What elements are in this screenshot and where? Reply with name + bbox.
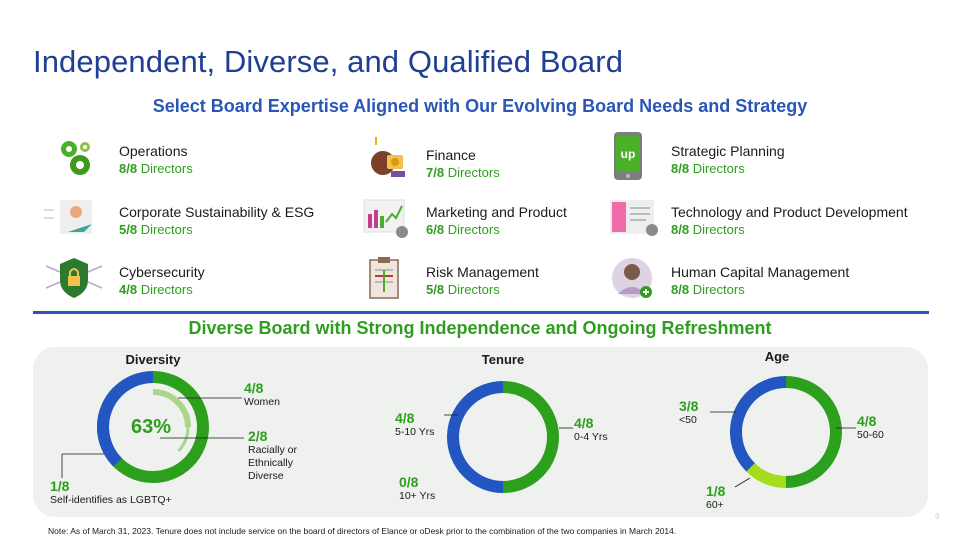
expertise-item-strategic-planning: Strategic Planning 8/8 Directors — [671, 143, 785, 176]
lgbtq-value: 1/8 — [50, 478, 70, 494]
diversity-center-label: 63% — [131, 416, 172, 438]
tenure-5-10-value: 4/8 — [395, 410, 415, 426]
expertise-unit: Directors — [447, 222, 500, 237]
age-under50-value: 3/8 — [679, 398, 699, 414]
marketing-chart-icon — [363, 199, 408, 238]
expertise-item-technology: Technology and Product Development 8/8 D… — [671, 204, 908, 237]
sustainability-icon — [44, 200, 92, 234]
expertise-fraction: 8/8 — [671, 282, 690, 297]
expertise-subtitle: Select Board Expertise Aligned with Our … — [152, 96, 808, 116]
tenure-5-10-name: 5-10 Yrs — [395, 426, 435, 438]
expertise-unit: Directors — [140, 222, 193, 237]
expertise-unit: Directors — [140, 161, 193, 176]
age-chart-title: Age — [764, 349, 790, 364]
expertise-unit: Directors — [692, 282, 745, 297]
racially-diverse-name: Racially or Ethnically Diverse — [248, 444, 298, 482]
age-60plus-value: 1/8 — [706, 483, 726, 499]
age-50-60-label: 4/8 50-60 — [857, 413, 884, 442]
clipboard-icon — [369, 257, 399, 299]
tenure-5-10-label: 4/8 5-10 Yrs — [395, 410, 435, 439]
expertise-fraction: 4/8 — [119, 282, 138, 297]
lgbtq-label: 1/8 Self-identifies as LGBTQ+ — [50, 478, 172, 507]
upwork-phone-icon: up — [614, 132, 642, 180]
expertise-item-human-capital: Human Capital Management 8/8 Directors — [671, 264, 849, 297]
expertise-name: Cybersecurity — [119, 264, 205, 280]
women-label: 4/8 Women — [244, 380, 280, 409]
footnote: Note: As of March 31, 2023. Tenure does … — [48, 526, 677, 536]
racially-diverse-label: 2/8 Racially or Ethnically Diverse — [248, 428, 320, 483]
expertise-fraction: 6/8 — [426, 222, 445, 237]
tenure-10plus-value: 0/8 — [399, 474, 419, 490]
age-50-60-value: 4/8 — [857, 413, 877, 429]
expertise-item-marketing: Marketing and Product 6/8 Directors — [426, 204, 567, 237]
expertise-item-cybersecurity: Cybersecurity 4/8 Directors — [119, 264, 205, 297]
racially-diverse-value: 2/8 — [248, 428, 268, 444]
tenure-0-4-label: 4/8 0-4 Yrs — [574, 415, 608, 444]
lock-shield-icon — [46, 258, 102, 298]
expertise-unit: Directors — [692, 161, 745, 176]
expertise-name: Operations — [119, 143, 188, 159]
expertise-fraction: 7/8 — [426, 165, 445, 180]
finance-icon — [371, 137, 405, 177]
person-add-icon — [612, 258, 652, 298]
tenure-0-4-name: 0-4 Yrs — [574, 431, 608, 443]
expertise-item-sustainability: Corporate Sustainability & ESG 5/8 Direc… — [119, 204, 314, 237]
age-under50-name: <50 — [679, 414, 697, 426]
expertise-name: Strategic Planning — [671, 143, 785, 159]
diversity-section-title: Diverse Board with Strong Independence a… — [188, 318, 772, 338]
age-60plus-name: 60+ — [706, 499, 724, 511]
expertise-unit: Directors — [140, 282, 193, 297]
expertise-name: Marketing and Product — [426, 204, 567, 220]
expertise-name: Technology and Product Development — [671, 204, 908, 220]
tenure-10plus-label: 0/8 10+ Yrs — [399, 474, 435, 503]
section-divider — [33, 311, 929, 314]
women-value: 4/8 — [244, 380, 264, 396]
expertise-name: Risk Management — [426, 264, 539, 280]
expertise-item-finance: Finance 7/8 Directors — [426, 147, 500, 180]
tenure-0-4-value: 4/8 — [574, 415, 594, 431]
age-50-60-name: 50-60 — [857, 429, 884, 441]
expertise-name: Corporate Sustainability & ESG — [119, 204, 315, 220]
age-under50-label: 3/8 <50 — [679, 398, 698, 427]
expertise-name: Finance — [426, 147, 476, 163]
page-number: 9 — [935, 512, 940, 521]
tenure-chart-title: Tenure — [481, 352, 525, 367]
expertise-name: Human Capital Management — [671, 264, 850, 280]
page-title: Independent, Diverse, and Qualified Boar… — [33, 44, 624, 79]
expertise-unit: Directors — [447, 282, 500, 297]
tenure-10plus-name: 10+ Yrs — [399, 490, 436, 502]
expertise-fraction: 8/8 — [671, 222, 690, 237]
lgbtq-name: Self-identifies as LGBTQ+ — [50, 494, 172, 506]
age-60plus-label: 1/8 60+ — [706, 483, 725, 512]
svg-text:up: up — [621, 147, 636, 161]
expertise-fraction: 5/8 — [426, 282, 445, 297]
expertise-fraction: 8/8 — [671, 161, 690, 176]
expertise-item-operations: Operations 8/8 Directors — [119, 143, 193, 176]
women-name: Women — [244, 396, 280, 408]
expertise-fraction: 5/8 — [119, 222, 138, 237]
expertise-fraction: 8/8 — [119, 161, 138, 176]
expertise-unit: Directors — [447, 165, 500, 180]
diversity-chart-title: Diversity — [125, 352, 181, 367]
technology-icon — [610, 200, 658, 236]
expertise-item-risk: Risk Management 5/8 Directors — [426, 264, 539, 297]
gears-icon — [61, 141, 90, 175]
expertise-unit: Directors — [692, 222, 745, 237]
